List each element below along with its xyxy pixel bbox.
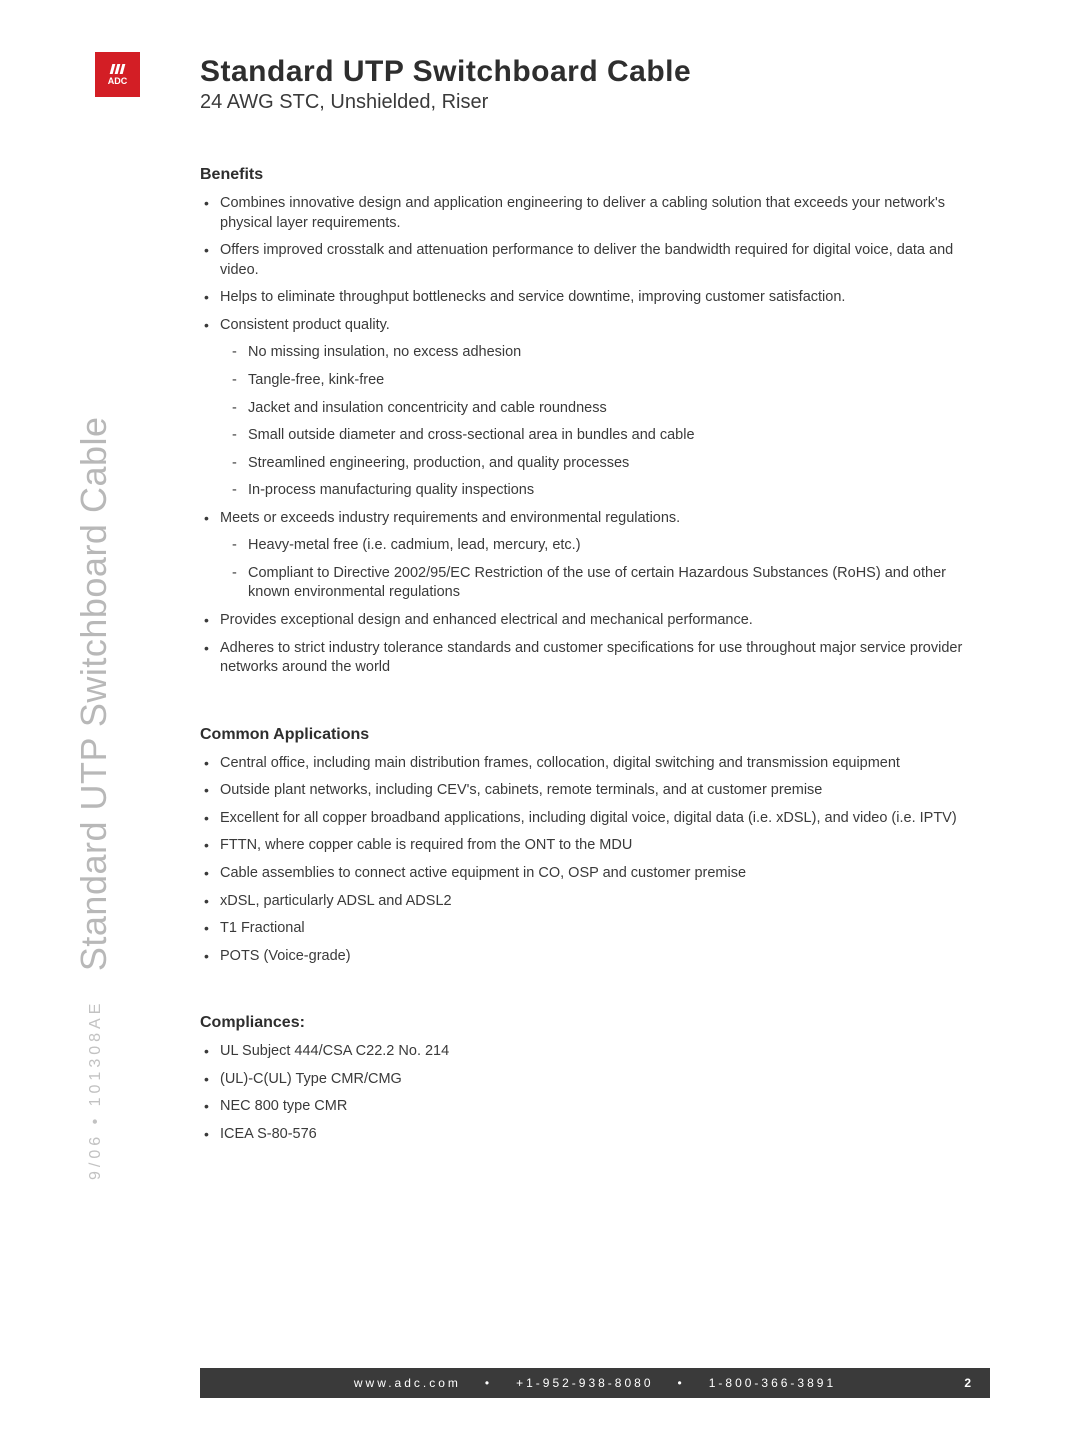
list-item: Excellent for all copper broadband appli… xyxy=(220,809,990,829)
footer-page-number: 2 xyxy=(964,1376,972,1390)
list-item: Tangle-free, kink-free xyxy=(248,371,990,391)
list-item: (UL)-C(UL) Type CMR/CMG xyxy=(220,1070,990,1090)
sub-list: Heavy-metal free (i.e. cadmium, lead, me… xyxy=(220,536,990,603)
list-item: Streamlined engineering, production, and… xyxy=(248,454,990,474)
footer-phone1: +1-952-938-8080 xyxy=(516,1376,653,1390)
compliances-heading: Compliances: xyxy=(200,1014,990,1032)
list-item: NEC 800 type CMR xyxy=(220,1097,990,1117)
compliances-list: UL Subject 444/CSA C22.2 No. 214 (UL)-C(U… xyxy=(200,1042,990,1144)
list-item: Heavy-metal free (i.e. cadmium, lead, me… xyxy=(248,536,990,556)
list-item: Combines innovative design and applicati… xyxy=(220,194,990,233)
list-item: In-process manufacturing quality inspect… xyxy=(248,481,990,501)
side-vertical-text: 9/06 • 101308AE Standard UTP Switchboard… xyxy=(73,416,115,1180)
list-item-text: Meets or exceeds industry requirements a… xyxy=(220,510,680,526)
page-subtitle: 24 AWG STC, Unshielded, Riser xyxy=(200,91,990,114)
list-item-text: Offers improved crosstalk and attenuatio… xyxy=(220,242,953,278)
footer-phone2: 1-800-366-3891 xyxy=(709,1376,836,1390)
list-item: Offers improved crosstalk and attenuatio… xyxy=(220,241,990,280)
list-item: Small outside diameter and cross-section… xyxy=(248,426,990,446)
benefits-heading: Benefits xyxy=(200,166,990,184)
list-item: Central office, including main distribut… xyxy=(220,754,990,774)
list-item-text: Combines innovative design and applicati… xyxy=(220,195,945,231)
brand-logo: ADC xyxy=(95,52,140,97)
list-item-text: Provides exceptional design and enhanced… xyxy=(220,612,753,628)
list-item: UL Subject 444/CSA C22.2 No. 214 xyxy=(220,1042,990,1062)
applications-heading: Common Applications xyxy=(200,726,990,744)
benefits-list: Combines innovative design and applicati… xyxy=(200,194,990,678)
list-item-text: Consistent product quality. xyxy=(220,317,390,333)
page-title: Standard UTP Switchboard Cable xyxy=(200,55,990,89)
list-item-text: Helps to eliminate throughput bottleneck… xyxy=(220,289,845,305)
list-item-text: Adheres to strict industry tolerance sta… xyxy=(220,640,962,676)
list-item: Consistent product quality. No missing in… xyxy=(220,316,990,501)
side-code: 9/06 • 101308AE xyxy=(87,1000,104,1180)
footer-sep: • xyxy=(485,1376,492,1390)
list-item: Provides exceptional design and enhanced… xyxy=(220,611,990,631)
main-content: Standard UTP Switchboard Cable 24 AWG ST… xyxy=(200,55,990,1152)
applications-list: Central office, including main distribut… xyxy=(200,754,990,967)
list-item: Helps to eliminate throughput bottleneck… xyxy=(220,288,990,308)
list-item: POTS (Voice-grade) xyxy=(220,947,990,967)
list-item: Cable assemblies to connect active equip… xyxy=(220,864,990,884)
sub-list: No missing insulation, no excess adhesio… xyxy=(220,343,990,500)
footer-website: www.adc.com xyxy=(354,1376,461,1390)
list-item: FTTN, where copper cable is required fro… xyxy=(220,836,990,856)
list-item: xDSL, particularly ADSL and ADSL2 xyxy=(220,892,990,912)
list-item: Meets or exceeds industry requirements a… xyxy=(220,509,990,603)
list-item: T1 Fractional xyxy=(220,919,990,939)
logo-text: ADC xyxy=(108,76,128,86)
side-label: Standard UTP Switchboard Cable xyxy=(73,416,114,971)
list-item: Jacket and insulation concentricity and … xyxy=(248,399,990,419)
list-item: Compliant to Directive 2002/95/EC Restri… xyxy=(248,564,990,603)
list-item: Outside plant networks, including CEV's,… xyxy=(220,781,990,801)
page-footer: www.adc.com • +1-952-938-8080 • 1-800-36… xyxy=(200,1368,990,1398)
list-item: No missing insulation, no excess adhesio… xyxy=(248,343,990,363)
footer-sep: • xyxy=(678,1376,685,1390)
list-item: ICEA S-80-576 xyxy=(220,1125,990,1145)
list-item: Adheres to strict industry tolerance sta… xyxy=(220,639,990,678)
